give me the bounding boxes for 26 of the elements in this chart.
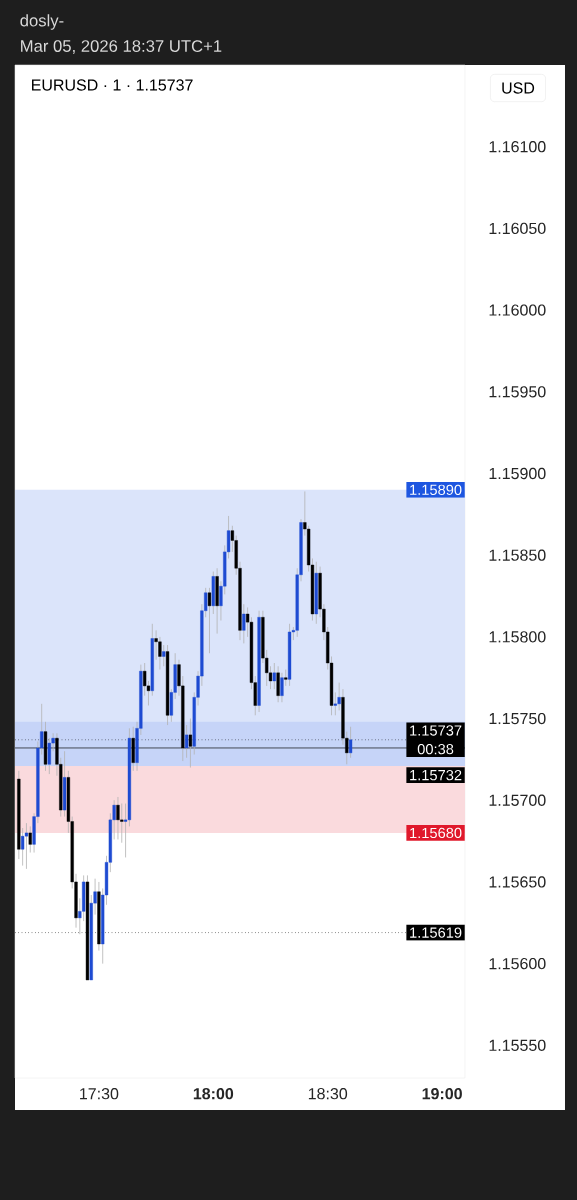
y-tick-label: 1.15750 (489, 712, 546, 725)
text: dosly- (20, 14, 64, 30)
ref-line-label: 1.15737 (410, 725, 462, 736)
y-tick-label: 1.15950 (489, 386, 546, 398)
text: EURUSD · 1 · 1.15737 (32, 79, 193, 91)
legend-label: 1.15732 (410, 769, 462, 781)
y-tick-label: 1.15800 (489, 631, 546, 643)
y-tick-label: 1.16100 (489, 141, 546, 153)
band-label: 1.15680 (410, 827, 462, 839)
y-tick-label: 1.15850 (489, 549, 546, 561)
ref-line-label: 1.15619 (410, 927, 462, 938)
y-tick-label: 1.15550 (489, 1039, 546, 1051)
y-tick-label: 1.15600 (489, 957, 546, 970)
y-tick-label: 1.16050 (489, 222, 546, 235)
x-tick-label: 18:30 (308, 1088, 348, 1100)
band-label: 1.15890 (410, 484, 462, 496)
y-axis-title: USD (502, 82, 535, 94)
y-tick-label: 1.15900 (489, 467, 546, 480)
annotation: 00:38 (417, 743, 454, 755)
y-tick-label: 1.16000 (489, 304, 546, 316)
x-tick-label: 18:00 (193, 1088, 234, 1100)
x-tick-label: 17:30 (80, 1088, 119, 1100)
y-tick-label: 1.15700 (489, 794, 546, 806)
y-tick-label: 1.15650 (489, 876, 546, 888)
x-tick-label: 19:00 (422, 1088, 462, 1100)
text: Mar 05, 2026 18:37 UTC+1 (21, 40, 222, 54)
